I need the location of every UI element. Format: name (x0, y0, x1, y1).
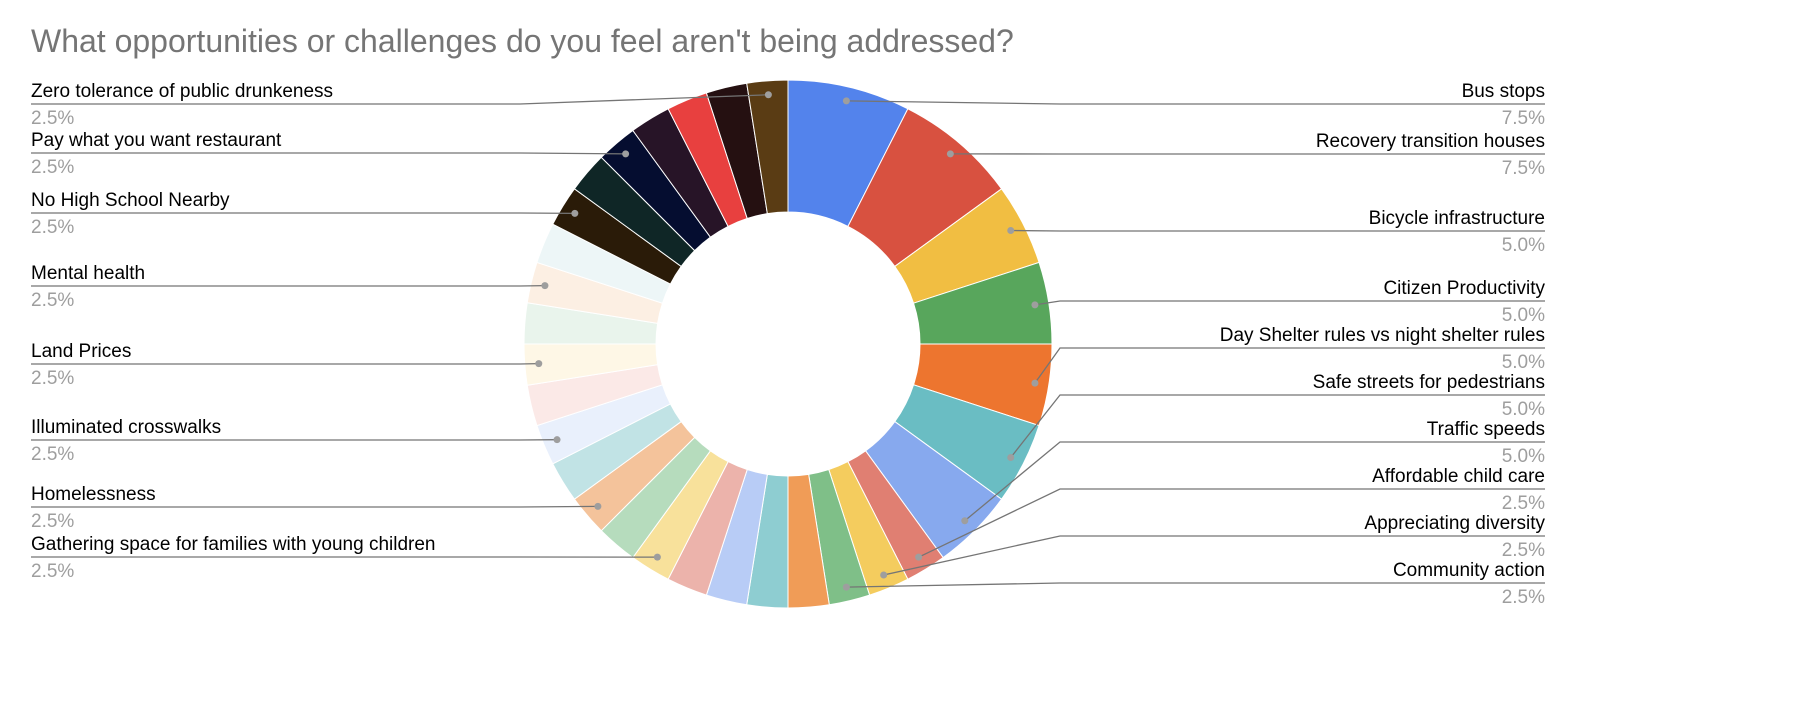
slice-label: Gathering space for families with young … (31, 534, 435, 555)
slice-value-label: 5.0% (1502, 446, 1545, 467)
leader-line (964, 441, 1545, 522)
slice-label: Mental health (31, 263, 145, 284)
leader-dot (594, 502, 602, 510)
slice-label: Safe streets for pedestrians (1313, 372, 1545, 393)
slice-label: Traffic speeds (1427, 419, 1545, 440)
leader-dot (541, 282, 549, 290)
slice-label: Day Shelter rules vs night shelter rules (1220, 325, 1545, 346)
leader-dot (946, 150, 954, 158)
slice-label: Community action (1393, 560, 1545, 581)
leader-line (883, 535, 1545, 576)
slice-value-label: 5.0% (1502, 305, 1545, 326)
slice-value-label: 7.5% (1502, 108, 1545, 129)
leader-line (918, 488, 1545, 558)
slice-label: Zero tolerance of public drunkeness (31, 81, 333, 102)
leader-line (31, 94, 769, 105)
slice-value-label: 2.5% (1502, 493, 1545, 514)
slice-label: Appreciating diversity (1364, 513, 1545, 534)
slice-value-label: 2.5% (31, 511, 74, 532)
leader-dot (915, 553, 923, 561)
slice-label: Homelessness (31, 484, 156, 505)
leader-dot (553, 436, 561, 444)
slice-label: Bus stops (1462, 81, 1545, 102)
leader-dot (535, 360, 543, 368)
donut-slice (746, 79, 789, 215)
slice-label: Citizen Productivity (1383, 278, 1545, 299)
leader-dot (571, 209, 579, 217)
slice-value-label: 2.5% (31, 290, 74, 311)
leader-dot (1007, 453, 1015, 461)
leader-dot (1007, 227, 1015, 235)
leader-line (31, 505, 598, 508)
slice-label: Illuminated crosswalks (31, 417, 221, 438)
leader-dot (880, 571, 888, 579)
leader-dot (1031, 379, 1039, 387)
chart-title: What opportunities or challenges do you … (31, 23, 1014, 59)
leader-line (1034, 347, 1545, 384)
slice-value-label: 2.5% (31, 217, 74, 238)
leader-line (1034, 300, 1545, 306)
slice-value-label: 5.0% (1502, 399, 1545, 420)
slice-label: Pay what you want restaurant (31, 130, 282, 151)
slice-value-label: 7.5% (1502, 158, 1545, 179)
slice-value-label: 5.0% (1502, 235, 1545, 256)
slice-label: No High School Nearby (31, 190, 230, 211)
slice-label: Land Prices (31, 341, 131, 362)
leader-dot (622, 150, 630, 158)
slice-value-label: 2.5% (31, 108, 74, 129)
leader-dot (1031, 301, 1039, 309)
slice-value-label: 2.5% (1502, 540, 1545, 561)
leader-line (1010, 394, 1545, 458)
slice-label: Affordable child care (1372, 466, 1545, 487)
leader-dot (764, 91, 772, 99)
slice-label: Recovery transition houses (1316, 131, 1545, 152)
slice-value-label: 2.5% (31, 444, 74, 465)
leader-dot (842, 97, 850, 105)
leader-line (846, 100, 1545, 105)
slice-value-label: 2.5% (31, 368, 74, 389)
leader-line (31, 152, 626, 155)
leader-dot (653, 553, 661, 561)
slice-label: Bicycle infrastructure (1369, 208, 1545, 229)
slice-value-label: 2.5% (1502, 587, 1545, 608)
slice-value-label: 2.5% (31, 561, 74, 582)
leader-line (846, 582, 1545, 588)
leader-dot (961, 517, 969, 525)
leader-dot (842, 583, 850, 591)
slice-value-label: 5.0% (1502, 352, 1545, 373)
slice-value-label: 2.5% (31, 157, 74, 178)
